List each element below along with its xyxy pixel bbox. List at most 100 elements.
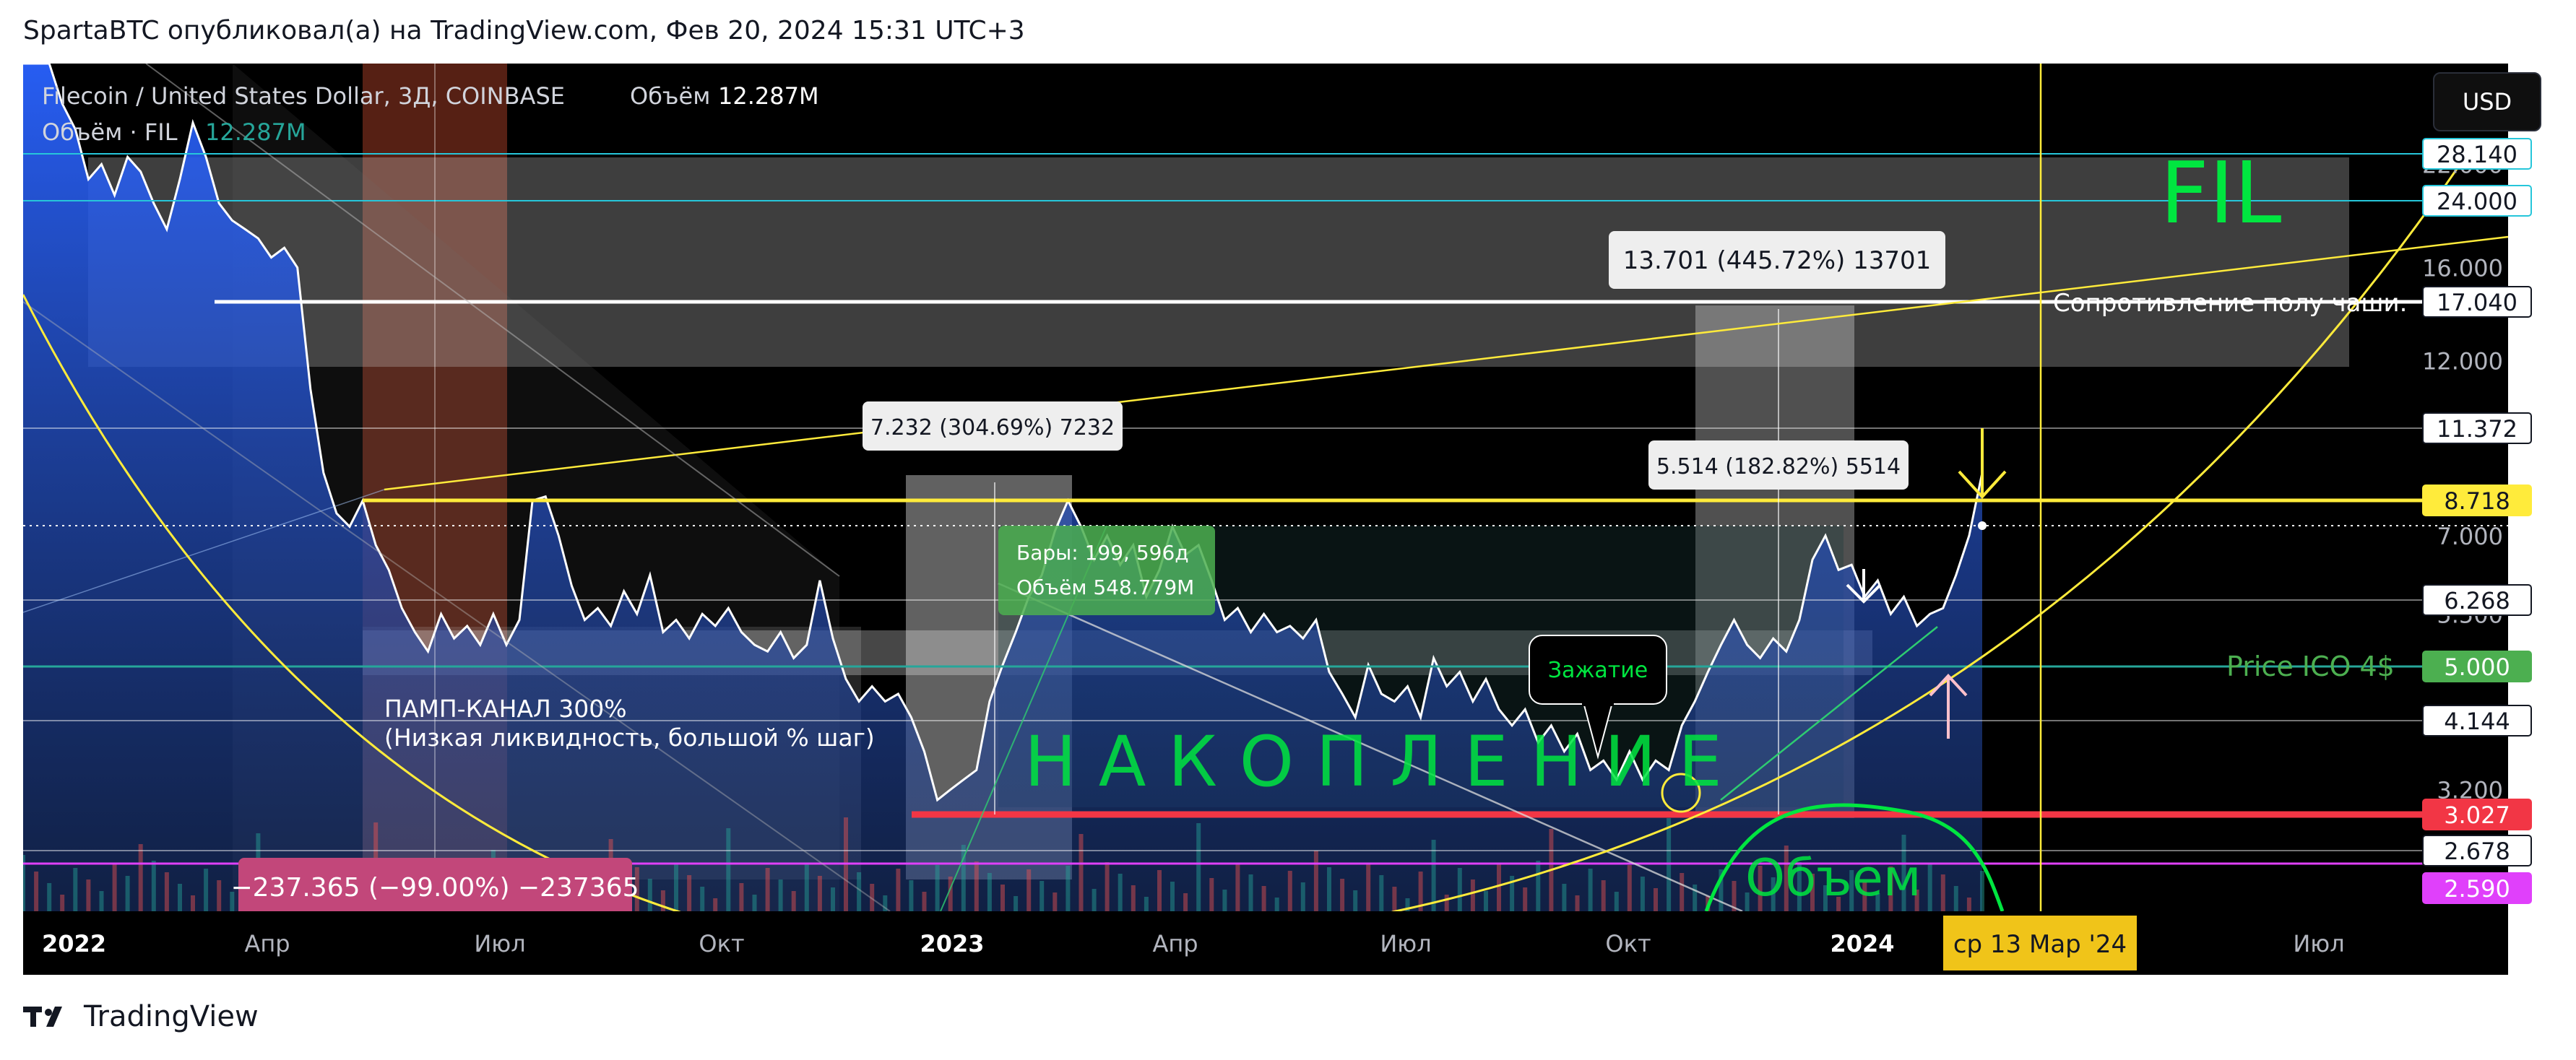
volume-bar <box>1680 873 1685 911</box>
volume-bar <box>1497 864 1501 911</box>
price-ico-label: Price ICO 4$ <box>2226 651 2395 682</box>
svg-text:ср 13 Мар '24: ср 13 Мар '24 <box>1953 930 2127 959</box>
volume-bar <box>1745 892 1750 911</box>
volume-bar <box>164 872 169 911</box>
volume-bar <box>948 877 953 911</box>
x-axis-ticks: 2022 Апр Июл Окт 2023 Апр Июл Окт 2024 Июл <box>42 930 2345 957</box>
volume-bar <box>1614 892 1619 911</box>
price-tag: 24.000 <box>2422 185 2532 217</box>
volume-bar <box>60 895 65 911</box>
volume-bar <box>1222 890 1227 911</box>
volume-bar <box>1627 865 1632 911</box>
volume-bar <box>1784 846 1789 911</box>
crosshair-date-label: ср 13 Мар '24 <box>1943 916 2137 970</box>
svg-text:5.514 (182.82%) 5514: 5.514 (182.82%) 5514 <box>1656 454 1901 479</box>
measure-label-3: 5.514 (182.82%) 5514 <box>1648 440 1909 490</box>
volume-bar <box>726 828 731 911</box>
svg-text:2.678: 2.678 <box>2444 838 2510 865</box>
breakout-circle <box>1661 773 1701 813</box>
volume-bar <box>47 883 52 911</box>
volume-bar <box>125 876 130 911</box>
volume-bar <box>34 872 39 911</box>
volume-bar <box>1131 885 1136 911</box>
volume-bar <box>1562 884 1567 911</box>
accumulation-label: Н А К О П Л Е Н И Е <box>1024 721 1722 802</box>
svg-text:24.000: 24.000 <box>2437 188 2517 215</box>
volume-bar <box>1431 840 1436 911</box>
volume-bar <box>1510 876 1515 911</box>
tradingview-logo[interactable]: TradingView <box>23 1000 259 1033</box>
volume-bar <box>1287 871 1292 911</box>
volume-bar <box>1261 886 1266 911</box>
svg-text:6.268: 6.268 <box>2444 587 2510 614</box>
price-tag: 8.718 <box>2422 485 2532 516</box>
volume-bar <box>1980 871 1984 911</box>
volume-bar <box>1053 892 1058 911</box>
volume-bar <box>1000 885 1005 911</box>
volume-bar <box>817 876 822 911</box>
volume-bar <box>1823 885 1828 911</box>
volume-bar <box>1640 877 1645 911</box>
bars-info-box: Бары: 199, 596д Объём 548.779M <box>998 526 1215 615</box>
volume-bar <box>1654 888 1658 911</box>
measure-label-4: −237.365 (−99.00%) −237365 <box>230 858 639 917</box>
volume-bar <box>1418 872 1423 911</box>
volume-bar <box>778 879 783 911</box>
svg-text:3.027: 3.027 <box>2444 801 2510 829</box>
white-down-arrow <box>1846 569 1882 604</box>
volume-bar <box>1693 885 1698 911</box>
volume-bar <box>1484 891 1488 911</box>
chart-canvas[interactable]: Filecoin / United States Dollar, 3Д, COI… <box>23 64 2559 975</box>
volume-bar <box>1366 864 1371 911</box>
descending-line-b <box>23 301 891 912</box>
volume-bar <box>674 864 678 911</box>
volume-bar <box>1026 869 1032 911</box>
currency-button[interactable]: USD <box>2433 72 2541 131</box>
x-tick-label: 2023 <box>920 930 984 957</box>
volume-bar <box>765 868 770 911</box>
measure-label-1: 13.701 (445.72%) 13701 <box>1609 231 1945 289</box>
descending-line-a <box>145 64 840 577</box>
volume-bar <box>739 883 744 911</box>
publication-caption: SpartaBTC опубликовал(а) на TradingView.… <box>23 16 1025 45</box>
chart-panel[interactable]: Filecoin / United States Dollar, 3Д, COI… <box>23 64 2559 975</box>
volume-bar <box>230 892 235 911</box>
volume-bar <box>1862 882 1867 911</box>
volume-bar <box>1732 881 1737 911</box>
blue-trendline <box>23 489 385 613</box>
volume-bar <box>1274 898 1279 911</box>
volume-bar <box>1966 898 1971 911</box>
pink-up-arrow <box>1929 674 1968 739</box>
volume-bar <box>1013 896 1019 911</box>
volume-bar <box>1940 874 1945 911</box>
volume-bar <box>987 873 992 911</box>
volume-bar <box>1300 882 1305 911</box>
volume-bar <box>1719 869 1724 911</box>
green-breakout-line <box>1720 626 1938 801</box>
x-tick-label: Окт <box>1605 930 1651 957</box>
volume-bar <box>178 884 182 911</box>
volume-bar <box>1849 870 1854 911</box>
price-line[interactable] <box>23 64 1984 802</box>
volume-bar <box>1327 867 1331 911</box>
volume-bar <box>1575 895 1580 911</box>
svg-text:13.701 (445.72%) 13701: 13.701 (445.72%) 13701 <box>1623 246 1932 275</box>
volume-dome-curve <box>1704 803 2005 912</box>
pump-channel-title: ПАМП-КАНАЛ 300% <box>384 695 627 723</box>
pump-channel-subtitle: (Низкая ликвидность, большой % шаг) <box>384 724 875 752</box>
volume-bar <box>191 895 195 911</box>
volume-bar <box>73 868 78 911</box>
last-price-dot <box>1978 521 1987 530</box>
volume-bar <box>1523 887 1528 911</box>
volume-bar <box>1392 887 1397 911</box>
volume-bar <box>1914 890 1919 911</box>
price-tag: 4.144 <box>2422 705 2532 737</box>
volume-bar <box>1470 879 1475 911</box>
volume-bar <box>1379 875 1384 911</box>
volume-bar <box>112 864 117 911</box>
gray-resistance-zone <box>88 157 2349 367</box>
price-tag: 2.590 <box>2422 872 2532 904</box>
volume-bar <box>1810 874 1815 911</box>
price-tag: 5.000 <box>2422 651 2532 682</box>
